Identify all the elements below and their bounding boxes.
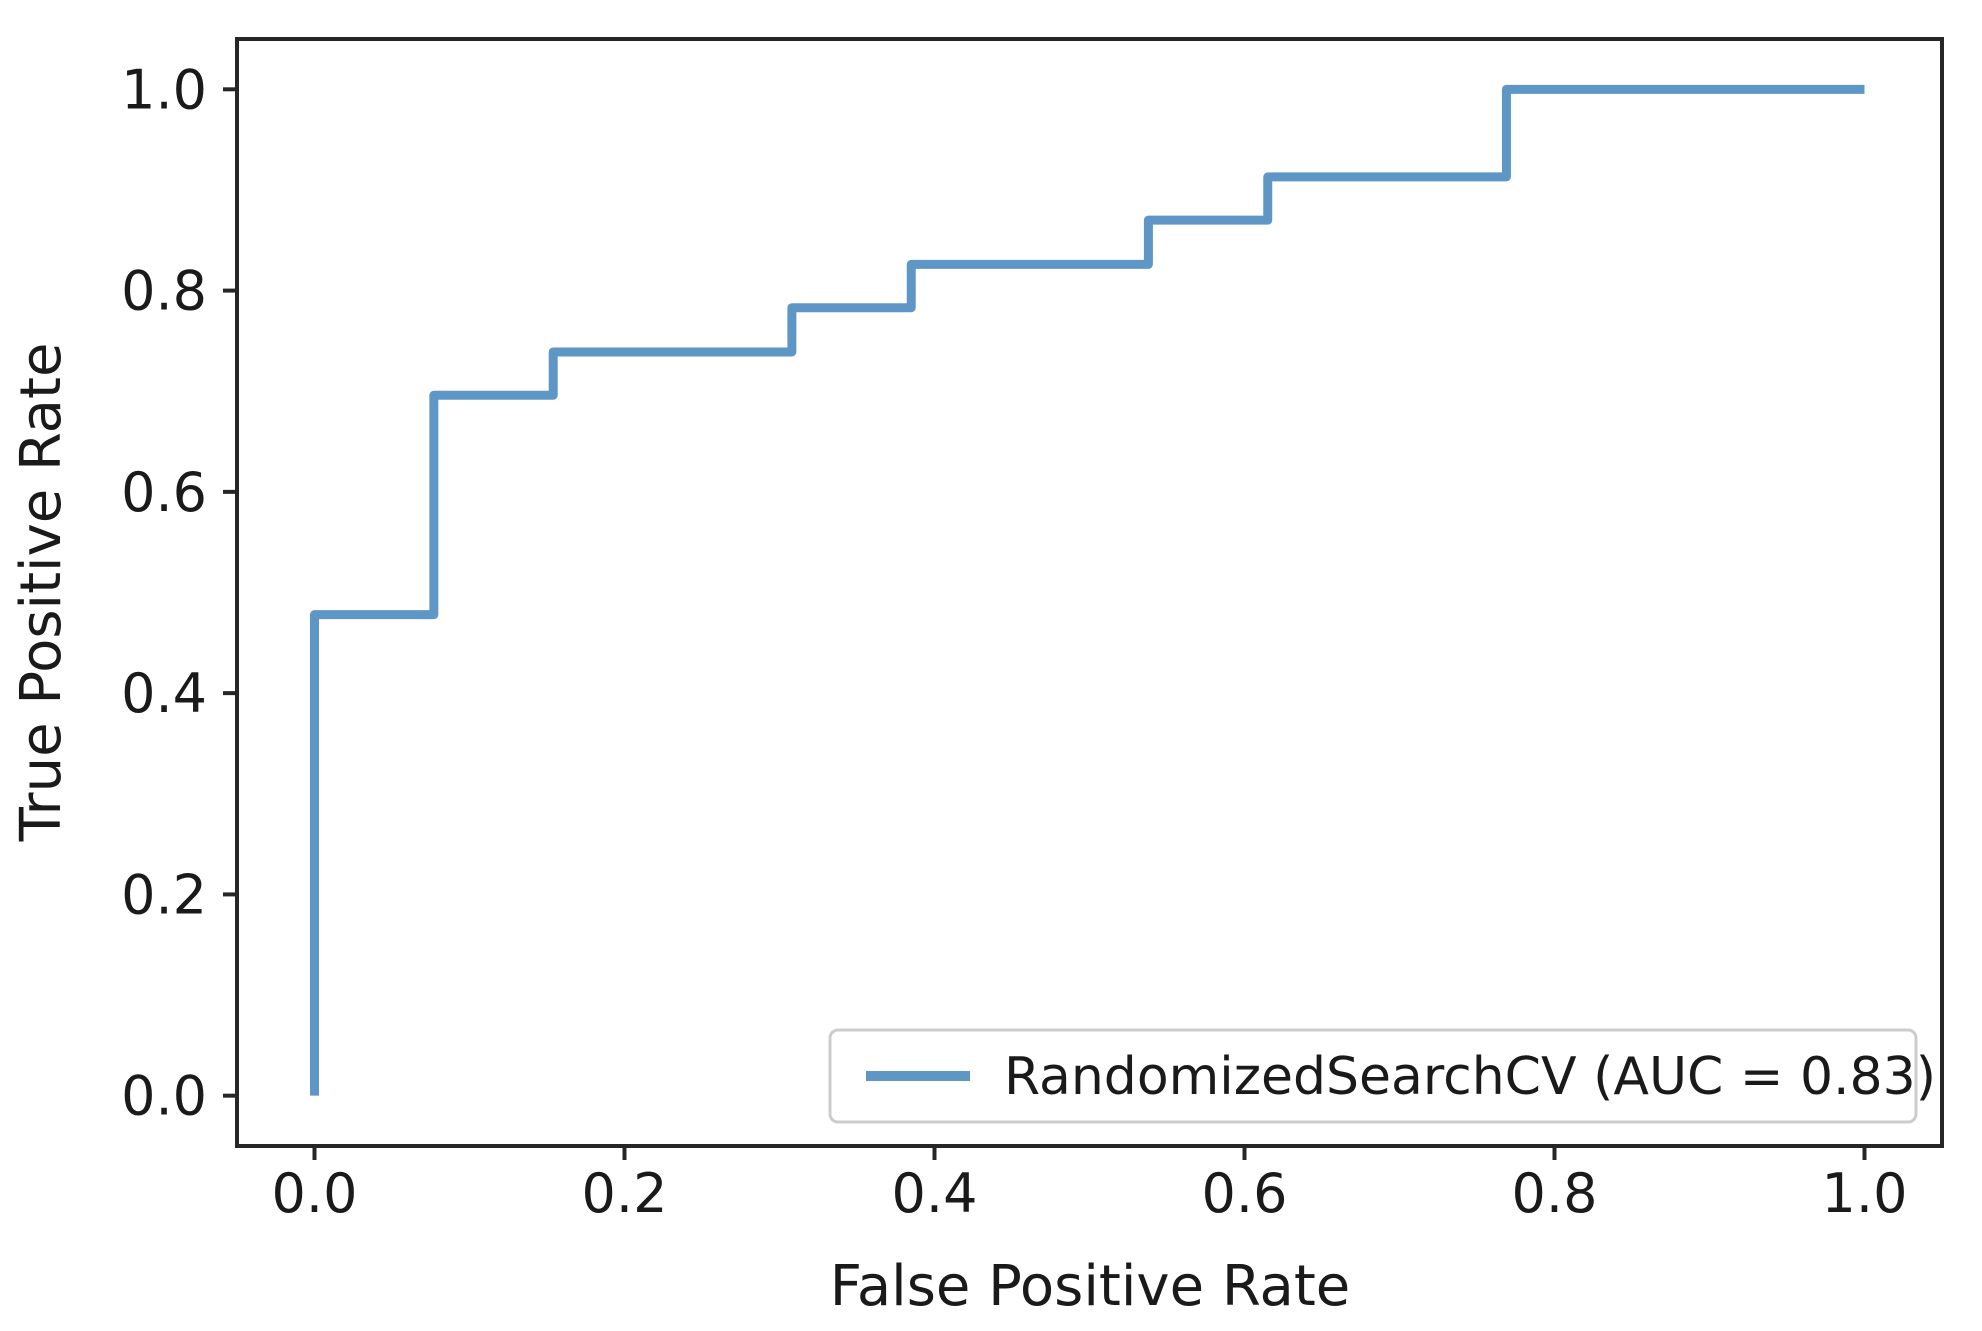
x-tick-label: 0.8 [1512, 1162, 1598, 1225]
x-tick-label: 0.0 [272, 1162, 358, 1225]
x-tick-label: 1.0 [1822, 1162, 1908, 1225]
y-tick-label: 0.6 [121, 461, 207, 524]
y-tick-label: 0.0 [121, 1065, 207, 1128]
y-tick-label: 1.0 [121, 58, 207, 121]
x-tick-label: 0.4 [892, 1162, 978, 1225]
x-axis-label: False Positive Rate [830, 1254, 1350, 1319]
x-axis-ticks: 0.0 0.2 0.4 0.6 0.8 1.0 [272, 1146, 1908, 1225]
y-tick-label: 0.4 [121, 662, 207, 725]
legend: RandomizedSearchCV (AUC = 0.83) [828, 1028, 1936, 1124]
y-axis-ticks: 0.0 0.2 0.4 0.6 0.8 1.0 [121, 58, 237, 1128]
y-tick-label: 0.8 [121, 260, 207, 323]
x-tick-label: 0.6 [1202, 1162, 1288, 1225]
legend-label: RandomizedSearchCV (AUC = 0.83) [1004, 1047, 1936, 1107]
plot-area [235, 37, 1944, 1148]
legend-box [828, 1028, 1918, 1124]
roc-curve-line [310, 84, 1865, 1096]
y-axis-label: True Positive Rate [9, 343, 74, 843]
y-tick-label: 0.2 [121, 863, 207, 926]
x-tick-label: 0.2 [582, 1162, 668, 1225]
